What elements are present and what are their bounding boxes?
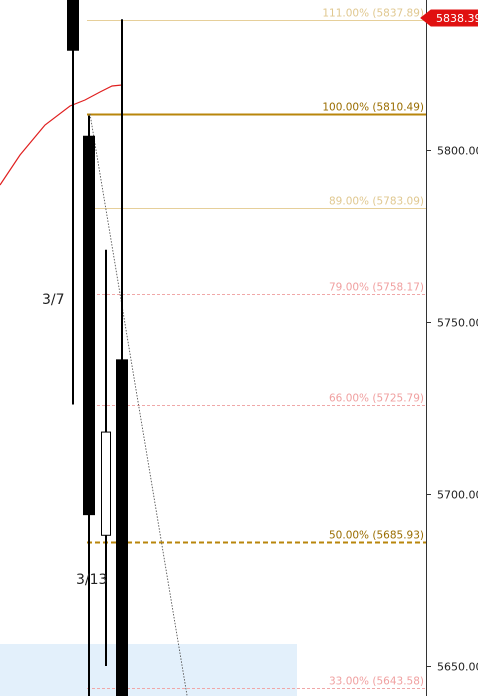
fib-label: 50.00% (5685.93): [329, 530, 424, 542]
trendline-line: [89, 113, 188, 696]
fib-levels: 123.00% (5867.79)111.00% (5837.89)100.00…: [87, 8, 426, 689]
candle-body: [83, 135, 95, 516]
axis-tick-label: 5650.00: [437, 661, 478, 674]
date-labels: 3/7 3/13: [42, 292, 107, 588]
date-label-3-7: 3/7: [42, 292, 65, 308]
price-tags: 5838.395623.75: [420, 9, 478, 27]
candle-body: [116, 359, 128, 696]
trendline: [89, 113, 188, 696]
fib-label: 79.00% (5758.17): [329, 282, 424, 294]
ma-line: [0, 84, 123, 186]
fib-label: 111.00% (5837.89): [322, 8, 424, 20]
fib-label: 100.00% (5810.49): [322, 102, 424, 114]
price-tag-label: 5838.39: [436, 12, 478, 25]
date-label-3-13: 3/13: [76, 572, 107, 588]
fib-label: 89.00% (5783.09): [329, 196, 424, 208]
fib-label: 33.00% (5643.58): [329, 676, 424, 688]
candle-body: [101, 431, 111, 536]
fib-label: 66.00% (5725.79): [329, 393, 424, 405]
candles: [67, 0, 128, 696]
axis-tick-label: 5750.00: [437, 317, 478, 330]
highlight-zone: [0, 644, 297, 696]
price-tag: [420, 9, 478, 27]
axis-tick-label: 5800.00: [437, 145, 478, 158]
price-axis: 5850.005800.005750.005700.005650.005600.…: [426, 0, 478, 696]
candle-body: [67, 0, 79, 51]
axis-tick-label: 5700.00: [437, 489, 478, 502]
moving-average: [0, 84, 123, 186]
